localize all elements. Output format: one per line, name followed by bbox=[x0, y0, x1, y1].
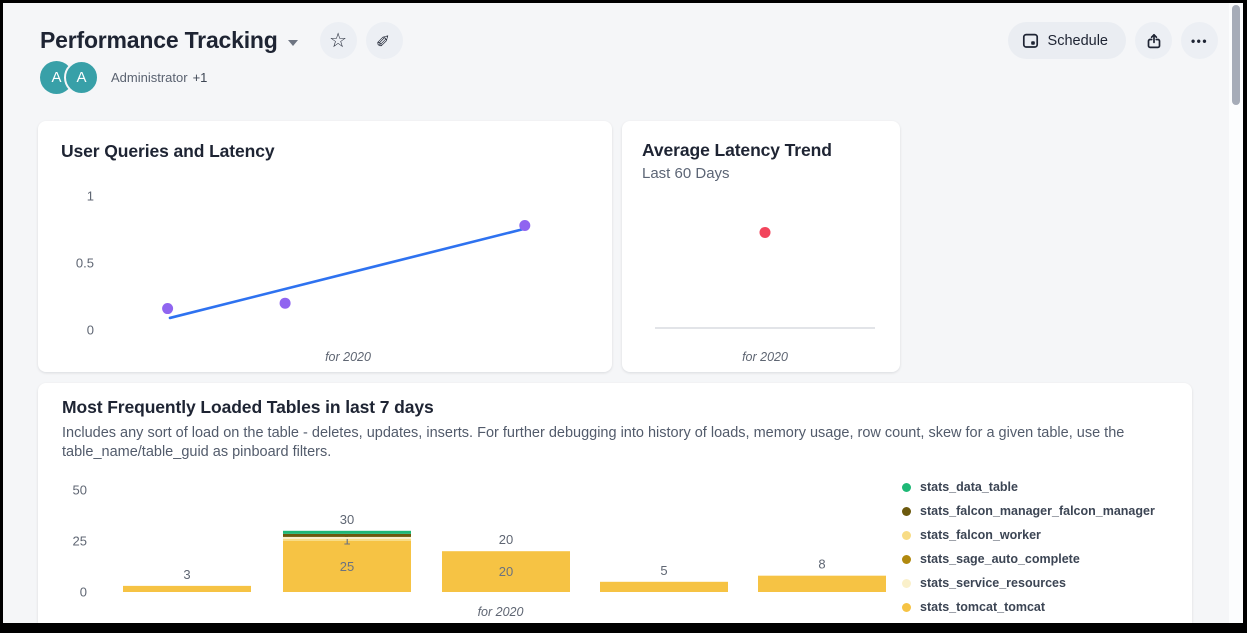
more-button[interactable]: ••• bbox=[1181, 22, 1218, 59]
legend-item-stats_data_table[interactable]: stats_data_table bbox=[902, 475, 1155, 499]
calendar-icon bbox=[1022, 33, 1038, 48]
y-axis-tick: 0 bbox=[80, 585, 87, 600]
bar-segment-stats_tomcat_tomcat[interactable] bbox=[283, 541, 411, 592]
schedule-button[interactable]: Schedule bbox=[1007, 22, 1126, 59]
legend-item-stats_tomcat_tomcat[interactable]: stats_tomcat_tomcat bbox=[902, 595, 1155, 619]
chart-caption: for 2020 bbox=[742, 350, 788, 364]
star-icon: ☆ bbox=[329, 29, 348, 52]
legend-dot bbox=[902, 506, 911, 516]
bar-total-label: 30 bbox=[340, 512, 354, 527]
y-axis-tick: 25 bbox=[73, 534, 87, 549]
pencil-icon: ✎ bbox=[374, 33, 394, 48]
y-axis-tick: 1 bbox=[87, 189, 94, 204]
bar-segment-stats_data_table[interactable] bbox=[283, 530, 411, 534]
bar-segment-stats_tomcat_tomcat[interactable] bbox=[600, 581, 728, 592]
stacked-bar-chart: 0 25 50 3 25 1 30 20 20 5 8 bbox=[73, 483, 886, 600]
schedule-button-label: Schedule bbox=[1047, 32, 1108, 49]
trend-line bbox=[168, 226, 529, 320]
share-button[interactable] bbox=[1135, 22, 1172, 59]
favorite-button[interactable]: ☆ bbox=[319, 22, 357, 59]
author-extra-count[interactable]: +1 bbox=[192, 70, 208, 85]
bar-total-label: 8 bbox=[818, 557, 825, 572]
data-point[interactable] bbox=[162, 303, 174, 315]
legend-dot bbox=[902, 554, 911, 564]
viz-title[interactable]: Most Frequently Loaded Tables in last 7 … bbox=[62, 397, 434, 417]
legend-dot bbox=[902, 482, 911, 492]
legend-item-stats_falcon_manager_falcon_manager[interactable]: stats_falcon_manager_falcon_manager bbox=[902, 499, 1155, 523]
viz-description: Includes any sort of load on the table -… bbox=[62, 425, 1125, 460]
scatter-chart: 00.51 bbox=[76, 189, 531, 338]
legend-dot bbox=[902, 578, 911, 588]
viz-title[interactable]: User Queries and Latency bbox=[61, 141, 275, 161]
scrollbar[interactable] bbox=[1229, 3, 1243, 623]
bar-segment-stats_tomcat_tomcat[interactable] bbox=[123, 585, 251, 592]
legend-label: stats_tomcat_tomcat bbox=[920, 600, 1046, 614]
legend-label: stats_data_table bbox=[920, 480, 1018, 494]
y-axis-tick: 0.5 bbox=[76, 256, 94, 271]
edit-button[interactable]: ✎ bbox=[365, 22, 403, 59]
bar-segment-stats_falcon_worker[interactable] bbox=[283, 538, 411, 541]
bar-segment-stats_falcon_manager_falcon_manager[interactable] bbox=[283, 533, 411, 537]
chart-legend: stats_data_table stats_falcon_manager_fal… bbox=[902, 475, 1155, 619]
viz-subtitle: Last 60 Days bbox=[642, 165, 730, 182]
y-axis-tick: 0 bbox=[87, 323, 94, 338]
bar-total-label: 5 bbox=[660, 563, 667, 578]
data-point[interactable] bbox=[759, 226, 771, 238]
bar-segment-label: 1 bbox=[343, 532, 350, 547]
scrollbar-thumb[interactable] bbox=[1232, 5, 1240, 105]
pinboard-header-right: Schedule ••• bbox=[1007, 22, 1218, 59]
data-point[interactable] bbox=[279, 297, 291, 309]
authors-row: A A Administrator +1 bbox=[40, 60, 207, 95]
chevron-down-icon[interactable] bbox=[287, 39, 298, 46]
bar-segment-stats_tomcat_tomcat[interactable] bbox=[442, 551, 570, 592]
legend-dot bbox=[902, 530, 911, 540]
legend-label: stats_falcon_manager_falcon_manager bbox=[920, 504, 1155, 518]
legend-item-stats_sage_auto_complete[interactable]: stats_sage_auto_complete bbox=[902, 547, 1155, 571]
chart-caption: for 2020 bbox=[325, 350, 371, 364]
legend-item-stats_service_resources[interactable]: stats_service_resources bbox=[902, 571, 1155, 595]
bar-segment-stats_tomcat_tomcat[interactable] bbox=[758, 575, 886, 592]
page-title: Performance Tracking bbox=[40, 27, 278, 53]
scatter-chart bbox=[655, 226, 875, 329]
bar-segment-label: 25 bbox=[340, 559, 354, 574]
bar-total-label: 3 bbox=[183, 567, 190, 582]
pinboard-header-left: Performance Tracking ☆ ✎ bbox=[40, 22, 403, 59]
legend-label: stats_falcon_worker bbox=[920, 528, 1041, 542]
legend-item-stats_falcon_worker[interactable]: stats_falcon_worker bbox=[902, 523, 1155, 547]
y-axis-tick: 50 bbox=[73, 483, 87, 498]
app-screen: Performance Tracking ☆ ✎ Schedule ••• bbox=[3, 3, 1243, 623]
data-point[interactable] bbox=[519, 219, 531, 231]
bar-segment-stats_service_resources[interactable] bbox=[283, 536, 411, 539]
legend-label: stats_service_resources bbox=[920, 576, 1066, 590]
legend-label: stats_sage_auto_complete bbox=[920, 552, 1080, 566]
bar-segment-label: 20 bbox=[499, 564, 513, 579]
viz-card-most-loaded-tables: Most Frequently Loaded Tables in last 7 … bbox=[38, 383, 1192, 623]
author-name: Administrator bbox=[111, 70, 188, 85]
viz-card-average-latency-trend: Average Latency Trend Last 60 Days for 2… bbox=[622, 121, 900, 372]
legend-dot bbox=[902, 602, 911, 612]
chart-caption: for 2020 bbox=[477, 605, 524, 619]
ellipsis-icon: ••• bbox=[1190, 33, 1209, 48]
viz-card-user-queries-latency: User Queries and Latency 0 0.5 1 for 2020 bbox=[38, 121, 612, 372]
share-icon bbox=[1147, 33, 1160, 48]
avatar[interactable]: A bbox=[64, 60, 99, 95]
bar-total-label: 20 bbox=[499, 532, 513, 547]
viz-title[interactable]: Average Latency Trend bbox=[642, 140, 832, 160]
